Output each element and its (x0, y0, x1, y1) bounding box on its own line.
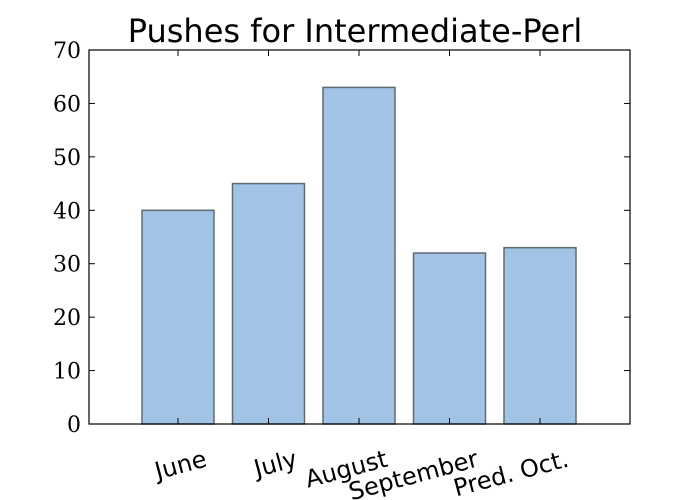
bar-july (231, 182, 306, 425)
y-tick-label: 60 (53, 92, 81, 117)
y-tick-label: 0 (67, 413, 81, 438)
bar-pred-oct (503, 246, 577, 425)
y-tick-label: 10 (53, 360, 81, 385)
y-tick-label: 20 (53, 306, 81, 331)
plot-frame (88, 49, 631, 425)
x-tick-label: June (150, 445, 210, 486)
bar-september (412, 252, 487, 425)
y-tick-label: 70 (53, 39, 81, 64)
bar-august (322, 86, 396, 425)
bar-june (141, 209, 215, 425)
y-tick-label: 50 (53, 146, 81, 171)
x-tick-label: July (249, 445, 300, 484)
y-tick-label: 40 (53, 199, 81, 224)
chart-title: Pushes for Intermediate-Perl (128, 12, 583, 50)
y-tick-label: 30 (53, 253, 81, 278)
